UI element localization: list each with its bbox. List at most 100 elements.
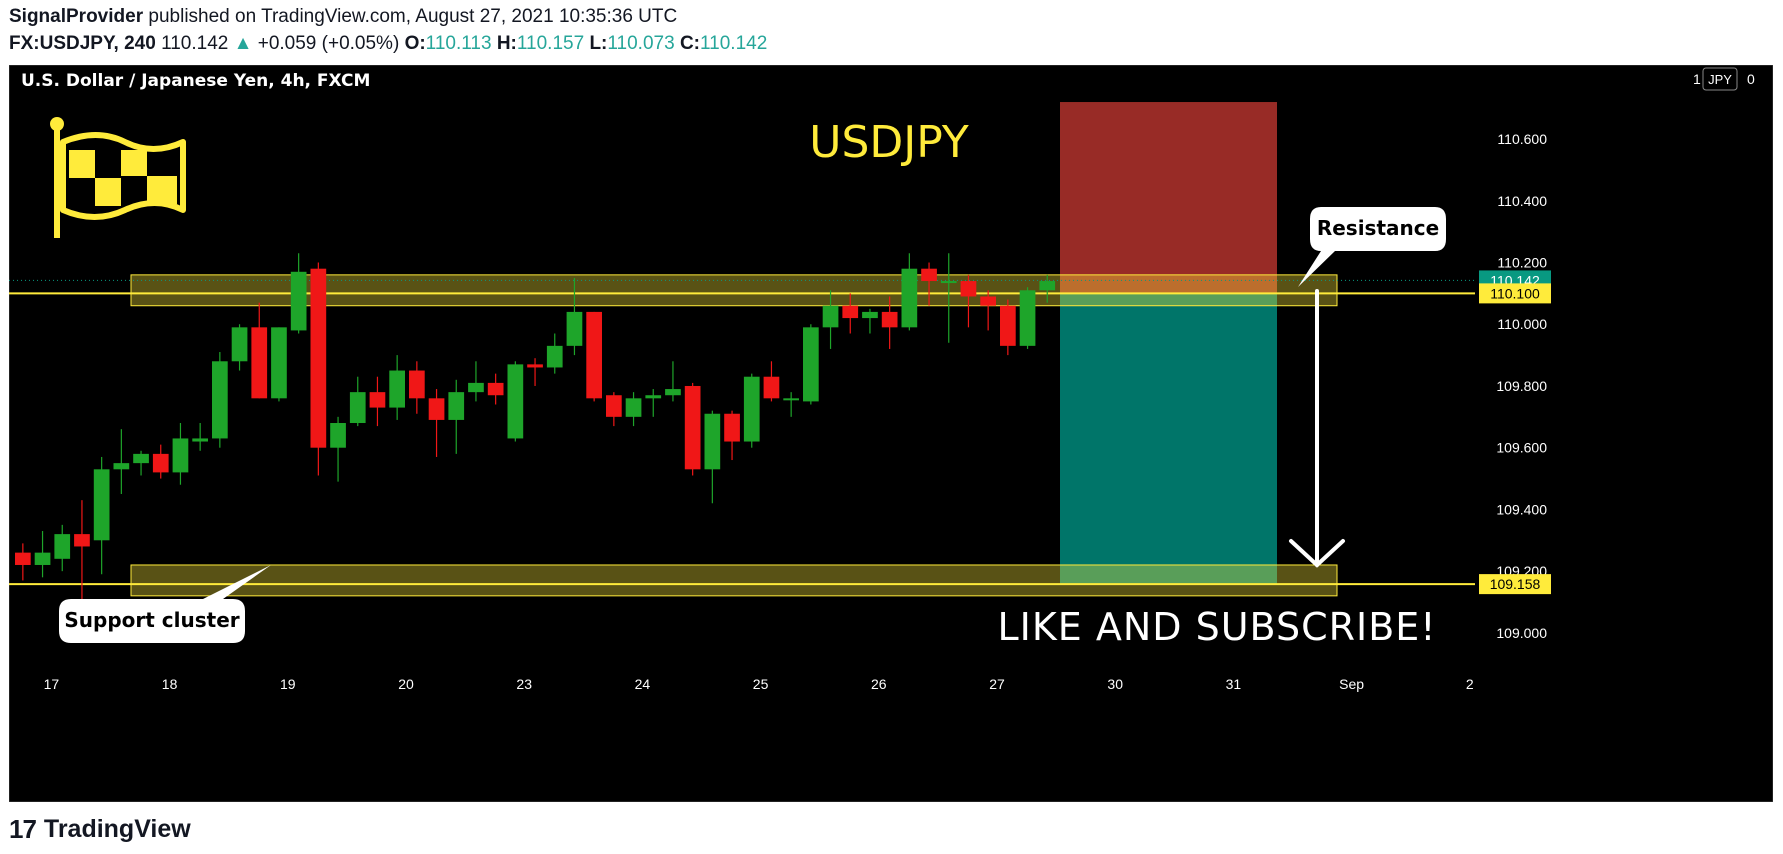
candle-body <box>54 534 71 559</box>
candle-body <box>862 311 878 319</box>
candle <box>54 524 71 572</box>
candle-body <box>684 385 701 470</box>
y-tick-label: 109.600 <box>1496 440 1547 456</box>
price-label-box <box>1479 574 1551 595</box>
publisher-name[interactable]: SignalProvider <box>9 6 144 27</box>
candle-body <box>271 327 287 399</box>
candle-body <box>743 376 760 442</box>
candle-body <box>389 370 405 408</box>
support-label: Support cluster <box>64 608 239 632</box>
candle <box>507 361 524 442</box>
candle-body <box>586 311 602 399</box>
candle-body <box>724 413 740 442</box>
y-tick-label: 110.400 <box>1497 193 1547 209</box>
candle <box>862 308 878 334</box>
resistance-label: Resistance <box>1317 216 1439 240</box>
candle-body <box>1019 290 1036 346</box>
candle <box>15 543 31 581</box>
candle-body <box>93 469 110 541</box>
candle <box>1019 287 1036 349</box>
candle <box>113 429 130 494</box>
candle-body <box>566 311 583 346</box>
candle-body <box>133 453 149 464</box>
candle <box>290 253 307 334</box>
candle-body <box>34 552 51 565</box>
candle <box>349 376 366 427</box>
candle <box>487 373 504 405</box>
candle <box>684 382 701 476</box>
candle <box>763 361 780 402</box>
candle-body <box>960 281 977 297</box>
candle-body <box>1039 281 1056 291</box>
candle <box>172 423 189 485</box>
candle-body <box>251 327 268 399</box>
candle <box>428 389 445 457</box>
open-value: 110.113 <box>425 33 492 54</box>
candle-body <box>15 552 31 565</box>
publish-info: SignalProvider published on TradingView.… <box>9 6 677 28</box>
watermark-symbol: USDJPY <box>809 117 969 168</box>
y-tick-label: 109.400 <box>1496 501 1547 517</box>
candle-body <box>310 268 327 448</box>
candle <box>724 410 740 461</box>
scale-left-label: 1 <box>1693 71 1701 87</box>
price-label-box <box>1479 283 1551 304</box>
candle-body <box>448 392 465 420</box>
high-value: 110.157 <box>516 33 585 54</box>
support-callout: Support cluster <box>59 565 271 643</box>
candle <box>980 290 996 331</box>
candle <box>74 500 90 603</box>
candle <box>842 293 859 334</box>
candle <box>369 376 386 427</box>
candle <box>704 410 721 504</box>
candle-body <box>901 268 918 328</box>
open-label: O: <box>404 33 426 54</box>
x-tick-label: 2 <box>1466 676 1474 692</box>
low-label: L: <box>589 33 608 54</box>
candle <box>586 311 602 402</box>
close-label: C: <box>679 33 701 54</box>
candle-body <box>113 463 130 470</box>
candle <box>1000 299 1016 356</box>
price-chart[interactable]: 110.600 110.400 110.200 110.000 109.800 109.6… <box>9 65 1773 802</box>
y-tick-label: 110.200 <box>1497 255 1547 271</box>
candle-body <box>409 370 425 399</box>
currency-badge: JPY <box>1708 72 1732 87</box>
axis-layer: 110.600 110.400 110.200 110.000 109.800 109.6… <box>44 131 1551 692</box>
candle-body <box>606 395 622 417</box>
candle <box>389 355 405 420</box>
candle <box>960 274 977 328</box>
x-tick-label: 18 <box>162 676 178 692</box>
candle <box>133 450 149 476</box>
candle-body <box>803 327 819 402</box>
candle <box>783 392 799 417</box>
candle <box>152 444 169 479</box>
candle-body <box>231 327 248 362</box>
x-tick-label: 23 <box>516 676 532 692</box>
x-tick-label: 17 <box>44 676 60 692</box>
up-arrow-icon: ▲ <box>233 33 253 54</box>
candle-body <box>290 271 307 331</box>
candle-body <box>507 364 524 439</box>
scale-right-label: 0 <box>1747 71 1755 87</box>
currency-badge-box[interactable] <box>1702 67 1738 91</box>
candle-body <box>487 382 504 396</box>
candle-body <box>192 438 208 442</box>
candle-body <box>881 311 898 328</box>
candle <box>212 352 228 448</box>
support-zone <box>130 564 1338 597</box>
candle-body <box>1000 305 1016 346</box>
candle-body <box>822 305 839 328</box>
candle <box>822 290 839 349</box>
stop-loss-zone <box>1060 102 1277 294</box>
y-tick-label: 110.600 <box>1497 131 1547 147</box>
candle-body <box>921 268 937 282</box>
candle-body <box>783 398 799 401</box>
footer-brand: 17 TradingView <box>9 814 191 845</box>
candle-body <box>527 364 543 368</box>
candle-body <box>665 389 681 396</box>
candle <box>921 262 937 306</box>
candle-body <box>330 423 346 448</box>
brand-name[interactable]: TradingView <box>43 815 191 843</box>
candle-body <box>704 413 721 470</box>
